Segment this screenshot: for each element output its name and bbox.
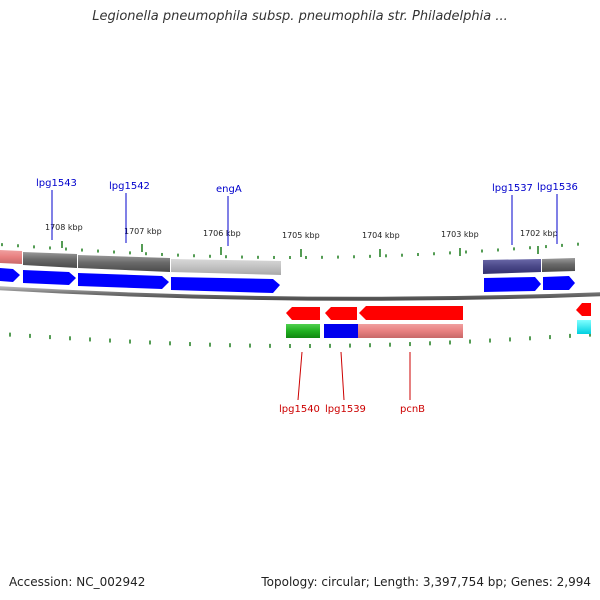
gene-arrow-forward <box>23 270 76 285</box>
gene-arrow-forward <box>78 273 169 289</box>
feature-band-green <box>286 324 320 338</box>
gene-label: lpg1539 <box>325 404 366 415</box>
genome-summary-text: Topology: circular; Length: 3,397,754 bp… <box>261 575 591 589</box>
ruler-tick-label: 1708 kbp <box>45 223 83 232</box>
label-leader-line <box>297 351 303 401</box>
genome-backbone <box>0 286 600 301</box>
feature-band-cyan <box>577 320 591 334</box>
gene-label: lpg1540 <box>279 404 320 415</box>
gene-arrow-reverse <box>286 307 320 320</box>
gene-label: lpg1542 <box>109 181 150 192</box>
gene-label: lpg1543 <box>36 178 77 189</box>
ruler-tick-label: 1706 kbp <box>203 229 241 238</box>
reverse-strand-genes[interactable] <box>286 303 591 320</box>
feature-band-pink <box>0 250 22 264</box>
accession-text: Accession: NC_002942 <box>9 575 146 589</box>
gene-arrow-reverse <box>359 306 463 320</box>
gene-arrow-forward <box>484 277 541 292</box>
label-leader-line <box>340 351 345 401</box>
gene-arrow-forward <box>543 276 575 290</box>
feature-band-blue <box>324 324 358 338</box>
inner-feature-track <box>286 320 591 338</box>
gene-label: lpg1537 <box>492 183 533 194</box>
outer-feature-track <box>0 250 575 275</box>
ruler-tick-label: 1702 kbp <box>520 229 558 238</box>
feature-band-light <box>171 259 281 275</box>
forward-gene-labels: lpg1543 lpg1542 engA lpg1537 lpg1536 <box>36 178 578 246</box>
gene-arrow-reverse <box>325 307 357 320</box>
ruler-tick-label: 1704 kbp <box>362 231 400 240</box>
feature-band-purple <box>483 259 541 274</box>
gene-label: lpg1536 <box>537 182 578 193</box>
minor-ticks <box>1 242 591 348</box>
map-title: Legionella pneumophila subsp. pneumophil… <box>92 9 508 24</box>
forward-strand-genes[interactable] <box>0 268 575 293</box>
ruler-tick-label: 1705 kbp <box>282 231 320 240</box>
ruler-tick-label: 1707 kbp <box>124 227 162 236</box>
gene-arrow-reverse <box>576 303 591 316</box>
gene-label: pcnB <box>400 404 425 415</box>
ruler: 1708 kbp 1707 kbp 1706 kbp 1705 kbp 1704… <box>45 223 558 257</box>
feature-band-gray <box>542 258 575 272</box>
feature-band-gray <box>23 252 77 268</box>
feature-band-pink <box>358 324 463 338</box>
gene-arrow-forward <box>171 277 280 293</box>
feature-band-gray <box>78 255 170 272</box>
reverse-gene-labels: lpg1540 lpg1539 pcnB <box>279 351 425 415</box>
gene-arrow-forward <box>0 268 20 282</box>
ruler-tick-label: 1703 kbp <box>441 230 479 239</box>
gene-label: engA <box>216 184 242 195</box>
